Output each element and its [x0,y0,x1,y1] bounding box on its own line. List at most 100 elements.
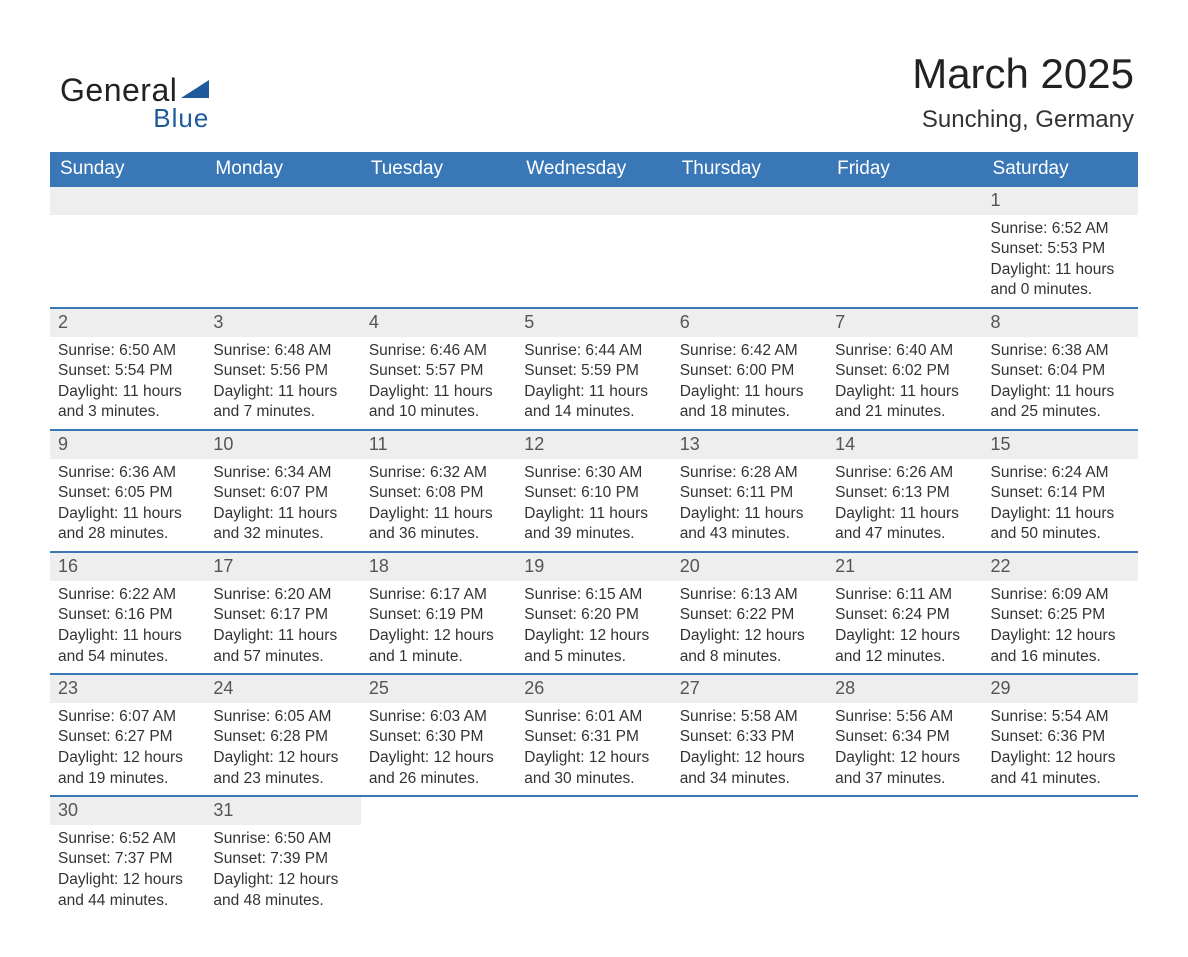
calendar-day: 17Sunrise: 6:20 AMSunset: 6:17 PMDayligh… [205,552,360,674]
sunrise-text: Sunrise: 5:54 AM [991,707,1130,728]
sunrise-text: Sunrise: 6:48 AM [213,341,352,362]
calendar-week: 9Sunrise: 6:36 AMSunset: 6:05 PMDaylight… [50,430,1138,552]
calendar-day: 19Sunrise: 6:15 AMSunset: 6:20 PMDayligh… [516,552,671,674]
day-number: 19 [516,553,671,581]
calendar-day: 24Sunrise: 6:05 AMSunset: 6:28 PMDayligh… [205,674,360,796]
sunset-text: Sunset: 6:33 PM [680,727,819,748]
day-details: Sunrise: 6:01 AMSunset: 6:31 PMDaylight:… [516,703,671,795]
daylight-text: Daylight: 12 hours and 16 minutes. [991,626,1130,667]
calendar-day: 22Sunrise: 6:09 AMSunset: 6:25 PMDayligh… [983,552,1138,674]
sunrise-text: Sunrise: 6:50 AM [58,341,197,362]
sunset-text: Sunset: 6:24 PM [835,605,974,626]
day-details: Sunrise: 6:48 AMSunset: 5:56 PMDaylight:… [205,337,360,429]
sunset-text: Sunset: 6:08 PM [369,483,508,504]
daylight-text: Daylight: 11 hours and 39 minutes. [524,504,663,545]
daylight-text: Daylight: 11 hours and 7 minutes. [213,382,352,423]
calendar-day: 23Sunrise: 6:07 AMSunset: 6:27 PMDayligh… [50,674,205,796]
weekday-thursday: Thursday [672,152,827,187]
day-details [205,215,360,285]
calendar-day: 6Sunrise: 6:42 AMSunset: 6:00 PMDaylight… [672,308,827,430]
sunrise-text: Sunrise: 6:38 AM [991,341,1130,362]
daylight-text: Daylight: 11 hours and 32 minutes. [213,504,352,545]
sunrise-text: Sunrise: 6:24 AM [991,463,1130,484]
day-details: Sunrise: 5:54 AMSunset: 6:36 PMDaylight:… [983,703,1138,795]
day-details: Sunrise: 6:44 AMSunset: 5:59 PMDaylight:… [516,337,671,429]
sunrise-text: Sunrise: 6:13 AM [680,585,819,606]
daylight-text: Daylight: 11 hours and 47 minutes. [835,504,974,545]
sunset-text: Sunset: 6:36 PM [991,727,1130,748]
day-number: 13 [672,431,827,459]
day-details: Sunrise: 6:05 AMSunset: 6:28 PMDaylight:… [205,703,360,795]
day-number [516,187,671,215]
calendar-day: 5Sunrise: 6:44 AMSunset: 5:59 PMDaylight… [516,308,671,430]
triangle-icon [181,78,209,103]
daylight-text: Daylight: 12 hours and 26 minutes. [369,748,508,789]
calendar-week: 30Sunrise: 6:52 AMSunset: 7:37 PMDayligh… [50,796,1138,917]
day-details: Sunrise: 6:36 AMSunset: 6:05 PMDaylight:… [50,459,205,551]
day-details [827,825,982,895]
daylight-text: Daylight: 11 hours and 57 minutes. [213,626,352,667]
sunrise-text: Sunrise: 6:36 AM [58,463,197,484]
day-details: Sunrise: 6:17 AMSunset: 6:19 PMDaylight:… [361,581,516,673]
sunrise-text: Sunrise: 6:26 AM [835,463,974,484]
daylight-text: Daylight: 12 hours and 34 minutes. [680,748,819,789]
day-number [672,797,827,825]
calendar-day: 10Sunrise: 6:34 AMSunset: 6:07 PMDayligh… [205,430,360,552]
day-number: 6 [672,309,827,337]
day-number: 11 [361,431,516,459]
daylight-text: Daylight: 12 hours and 1 minute. [369,626,508,667]
sunset-text: Sunset: 5:56 PM [213,361,352,382]
day-number [672,187,827,215]
daylight-text: Daylight: 12 hours and 19 minutes. [58,748,197,789]
day-details: Sunrise: 6:50 AMSunset: 5:54 PMDaylight:… [50,337,205,429]
calendar-day [516,796,671,917]
day-number: 4 [361,309,516,337]
day-number: 26 [516,675,671,703]
day-number: 8 [983,309,1138,337]
calendar-day: 16Sunrise: 6:22 AMSunset: 6:16 PMDayligh… [50,552,205,674]
daylight-text: Daylight: 12 hours and 48 minutes. [213,870,352,911]
sunset-text: Sunset: 6:17 PM [213,605,352,626]
daylight-text: Daylight: 12 hours and 5 minutes. [524,626,663,667]
sunrise-text: Sunrise: 5:58 AM [680,707,819,728]
header: General Blue March 2025 Sunching, German… [50,50,1138,134]
day-details: Sunrise: 6:26 AMSunset: 6:13 PMDaylight:… [827,459,982,551]
day-details [50,215,205,285]
day-number [361,187,516,215]
day-number: 9 [50,431,205,459]
day-details: Sunrise: 6:07 AMSunset: 6:27 PMDaylight:… [50,703,205,795]
day-number [205,187,360,215]
sunset-text: Sunset: 6:25 PM [991,605,1130,626]
sunrise-text: Sunrise: 6:40 AM [835,341,974,362]
calendar-header: Sunday Monday Tuesday Wednesday Thursday… [50,152,1138,187]
sunset-text: Sunset: 5:59 PM [524,361,663,382]
calendar-week: 2Sunrise: 6:50 AMSunset: 5:54 PMDaylight… [50,308,1138,430]
day-number: 1 [983,187,1138,215]
sunset-text: Sunset: 6:13 PM [835,483,974,504]
calendar-day [827,187,982,308]
sunset-text: Sunset: 6:34 PM [835,727,974,748]
day-details [983,825,1138,895]
calendar-day [516,187,671,308]
calendar-day: 8Sunrise: 6:38 AMSunset: 6:04 PMDaylight… [983,308,1138,430]
calendar-day [827,796,982,917]
sunrise-text: Sunrise: 6:07 AM [58,707,197,728]
day-details [827,215,982,285]
sunrise-text: Sunrise: 6:28 AM [680,463,819,484]
calendar-day: 4Sunrise: 6:46 AMSunset: 5:57 PMDaylight… [361,308,516,430]
day-number: 10 [205,431,360,459]
day-details: Sunrise: 6:24 AMSunset: 6:14 PMDaylight:… [983,459,1138,551]
day-number [827,797,982,825]
sunrise-text: Sunrise: 6:52 AM [58,829,197,850]
sunset-text: Sunset: 6:02 PM [835,361,974,382]
calendar-day: 2Sunrise: 6:50 AMSunset: 5:54 PMDaylight… [50,308,205,430]
daylight-text: Daylight: 11 hours and 14 minutes. [524,382,663,423]
daylight-text: Daylight: 12 hours and 41 minutes. [991,748,1130,789]
daylight-text: Daylight: 12 hours and 8 minutes. [680,626,819,667]
daylight-text: Daylight: 11 hours and 3 minutes. [58,382,197,423]
day-number [516,797,671,825]
sunrise-text: Sunrise: 6:20 AM [213,585,352,606]
sunset-text: Sunset: 6:31 PM [524,727,663,748]
calendar-day: 20Sunrise: 6:13 AMSunset: 6:22 PMDayligh… [672,552,827,674]
calendar-day: 26Sunrise: 6:01 AMSunset: 6:31 PMDayligh… [516,674,671,796]
